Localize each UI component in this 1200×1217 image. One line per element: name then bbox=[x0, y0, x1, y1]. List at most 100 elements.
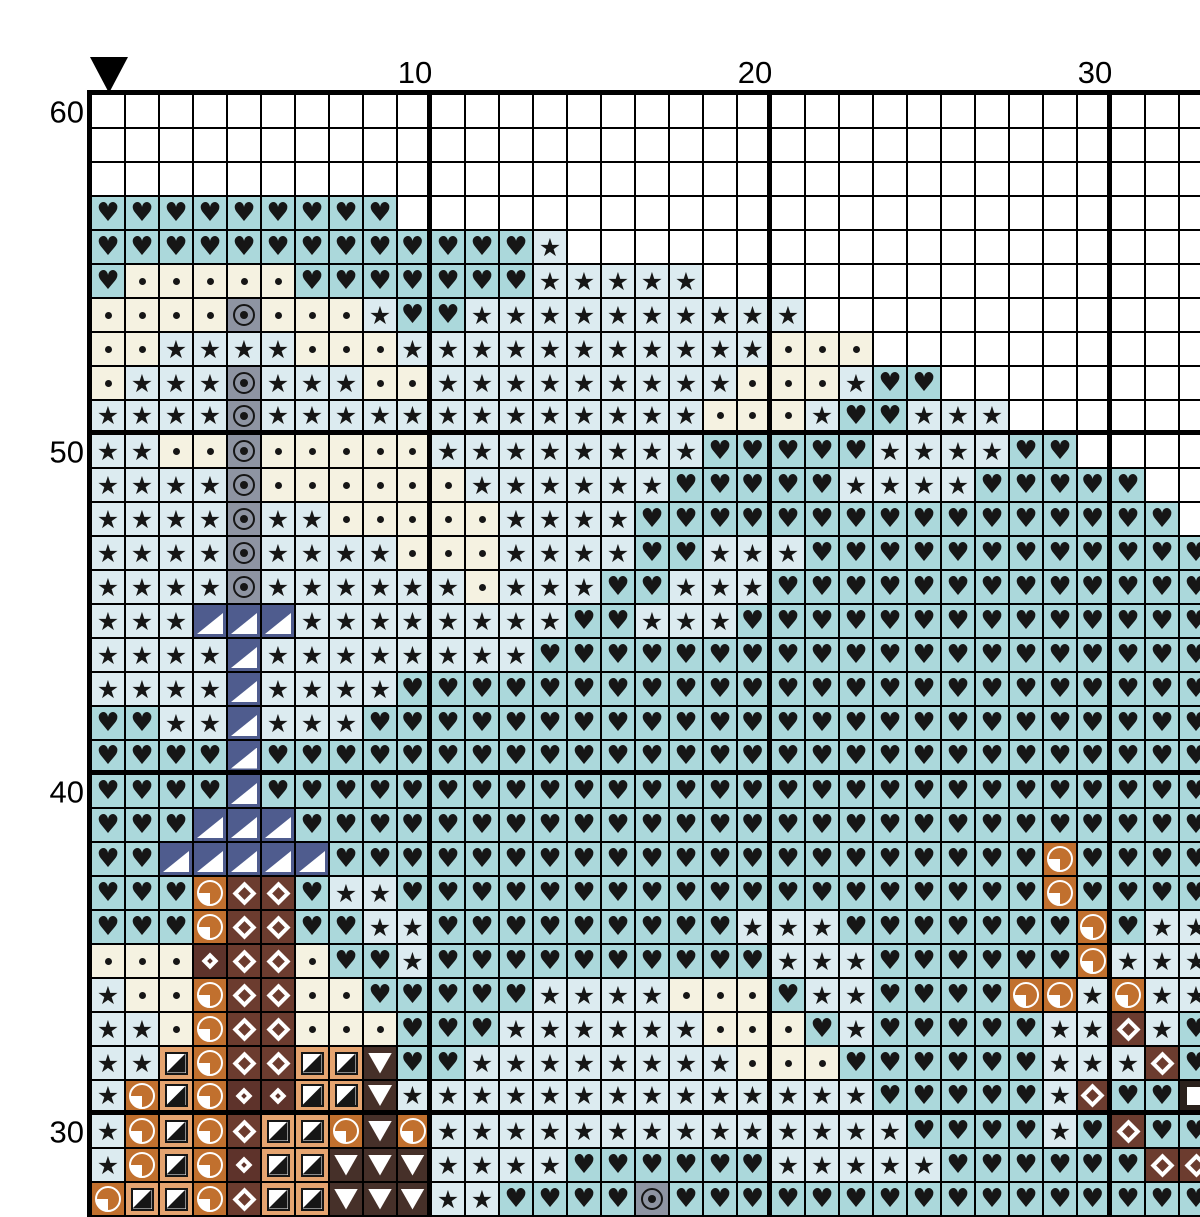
cell-r37-c19 bbox=[704, 877, 738, 911]
cell-r55-c25 bbox=[908, 265, 942, 299]
cell-r38-c21 bbox=[772, 843, 806, 877]
heart-stitch-icon bbox=[776, 982, 799, 1008]
cell-r34-c7 bbox=[296, 979, 330, 1013]
heart-stitch-icon bbox=[130, 914, 153, 940]
star-stitch-icon bbox=[539, 303, 561, 328]
cell-r49-c13 bbox=[500, 469, 534, 503]
heart-stitch-icon bbox=[980, 743, 1003, 769]
cell-r39-c18 bbox=[670, 809, 704, 843]
cell-r59-c4 bbox=[194, 129, 228, 163]
dot-stitch-icon bbox=[716, 412, 724, 419]
grid-row-31 bbox=[92, 1081, 1200, 1115]
star-stitch-icon bbox=[641, 337, 663, 362]
star-stitch-icon bbox=[437, 575, 459, 600]
cell-r52-c14 bbox=[534, 367, 568, 401]
cell-r42-c15 bbox=[568, 707, 602, 741]
cell-r34-c5 bbox=[228, 979, 262, 1013]
star-stitch-icon bbox=[369, 403, 391, 428]
star-stitch-icon bbox=[539, 371, 561, 396]
star-stitch-icon bbox=[301, 677, 323, 702]
heart-stitch-icon bbox=[334, 914, 357, 940]
heart-stitch-icon bbox=[470, 812, 493, 838]
cell-r30-c19 bbox=[704, 1115, 738, 1149]
cell-r29-c32 bbox=[1146, 1149, 1180, 1183]
cell-r31-c32 bbox=[1146, 1081, 1180, 1115]
cell-r31-c30 bbox=[1078, 1081, 1112, 1115]
cell-r59-c9 bbox=[364, 129, 398, 163]
heart-stitch-icon bbox=[946, 812, 969, 838]
cell-r54-c5 bbox=[228, 299, 262, 333]
cell-r55-c32 bbox=[1146, 265, 1180, 299]
cell-r28-c21 bbox=[772, 1183, 806, 1217]
heart-stitch-icon bbox=[1081, 1186, 1104, 1212]
cell-r60-c9 bbox=[364, 95, 398, 129]
cell-r43-c16 bbox=[602, 673, 636, 707]
cell-r38-c18 bbox=[670, 843, 704, 877]
cell-r46-c19 bbox=[704, 571, 738, 605]
heart-stitch-icon bbox=[912, 540, 935, 566]
star-stitch-icon bbox=[573, 541, 595, 566]
cell-r46-c13 bbox=[500, 571, 534, 605]
cell-r57-c10 bbox=[398, 197, 432, 231]
down-triangle-stitch-icon bbox=[334, 1188, 358, 1210]
cell-r35-c16 bbox=[602, 945, 636, 979]
cell-r32-c2 bbox=[126, 1047, 160, 1081]
heart-stitch-icon bbox=[334, 948, 357, 974]
cell-r36-c15 bbox=[568, 911, 602, 945]
cell-r47-c24 bbox=[874, 537, 908, 571]
cell-r53-c6 bbox=[262, 333, 296, 367]
grid-row-29 bbox=[92, 1149, 1200, 1183]
cell-r41-c25 bbox=[908, 741, 942, 775]
cell-r45-c1 bbox=[92, 605, 126, 639]
star-stitch-icon bbox=[573, 303, 595, 328]
cell-r49-c18 bbox=[670, 469, 704, 503]
star-stitch-icon bbox=[505, 371, 527, 396]
cell-r32-c6 bbox=[262, 1047, 296, 1081]
star-stitch-icon bbox=[675, 1119, 697, 1144]
cell-r34-c13 bbox=[500, 979, 534, 1013]
cell-r57-c6 bbox=[262, 197, 296, 231]
cell-r39-c33 bbox=[1180, 809, 1200, 843]
cell-r59-c13 bbox=[500, 129, 534, 163]
cell-r60-c13 bbox=[500, 95, 534, 129]
cell-r31-c31 bbox=[1112, 1081, 1146, 1115]
cell-r54-c24 bbox=[874, 299, 908, 333]
cell-r53-c25 bbox=[908, 333, 942, 367]
star-stitch-icon bbox=[131, 403, 153, 428]
grid-row-32 bbox=[92, 1047, 1200, 1081]
cell-r30-c33 bbox=[1180, 1115, 1200, 1149]
cell-r55-c24 bbox=[874, 265, 908, 299]
cell-r35-c14 bbox=[534, 945, 568, 979]
heart-stitch-icon bbox=[470, 948, 493, 974]
dot-stitch-icon bbox=[274, 481, 282, 489]
cell-r30-c18 bbox=[670, 1115, 704, 1149]
cell-r60-c16 bbox=[602, 95, 636, 129]
heart-stitch-icon bbox=[1048, 710, 1071, 736]
heart-stitch-icon bbox=[1081, 506, 1104, 532]
cell-r49-c32 bbox=[1146, 469, 1180, 503]
cell-r34-c22 bbox=[806, 979, 840, 1013]
cell-r29-c22 bbox=[806, 1149, 840, 1183]
grid-row-43 bbox=[92, 673, 1200, 707]
cell-r59-c5 bbox=[228, 129, 262, 163]
heart-stitch-icon bbox=[1081, 574, 1104, 600]
cell-r50-c32 bbox=[1146, 435, 1180, 469]
heart-stitch-icon bbox=[1081, 743, 1104, 769]
star-stitch-icon bbox=[401, 575, 423, 600]
cell-r46-c6 bbox=[262, 571, 296, 605]
star-stitch-icon bbox=[811, 1153, 833, 1178]
star-stitch-icon bbox=[845, 1119, 867, 1144]
cell-r39-c6 bbox=[262, 809, 296, 843]
cell-r48-c24 bbox=[874, 503, 908, 537]
cell-r30-c14 bbox=[534, 1115, 568, 1149]
cell-r30-c21 bbox=[772, 1115, 806, 1149]
star-stitch-icon bbox=[267, 507, 289, 532]
heart-stitch-icon bbox=[130, 812, 153, 838]
star-stitch-icon bbox=[845, 1017, 867, 1042]
cell-r37-c26 bbox=[942, 877, 976, 911]
cell-r39-c20 bbox=[738, 809, 772, 843]
heart-stitch-icon bbox=[776, 846, 799, 872]
cell-r29-c12 bbox=[466, 1149, 500, 1183]
heart-stitch-icon bbox=[1116, 914, 1139, 940]
star-stitch-icon bbox=[471, 337, 493, 362]
